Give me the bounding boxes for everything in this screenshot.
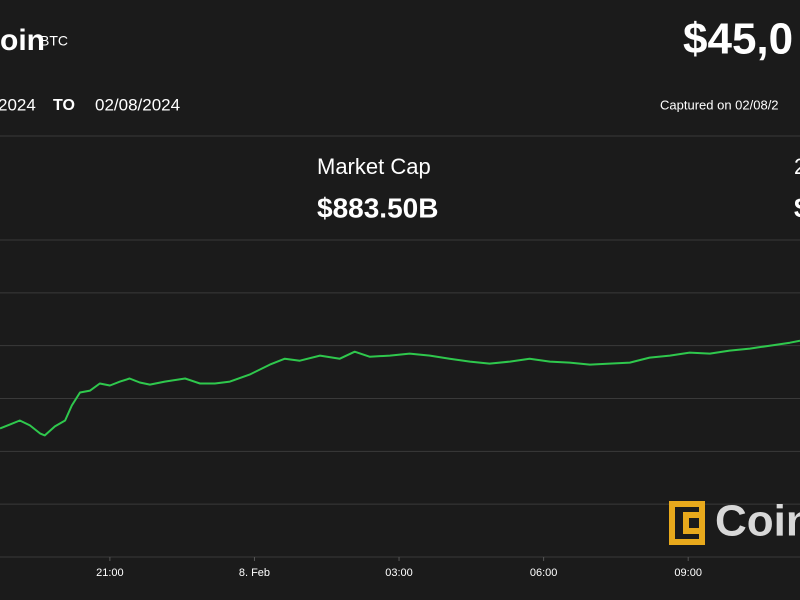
coin-name: oin	[0, 24, 45, 57]
x-tick-label: 8. Feb	[239, 567, 270, 579]
x-tick-label: 06:00	[530, 567, 558, 579]
watermark-text: Coin	[715, 497, 800, 546]
to-label: TO	[53, 97, 75, 114]
stat-label: Market Cap	[317, 154, 431, 179]
x-tick-label: 03:00	[385, 567, 413, 579]
stat-value-right: $	[794, 192, 800, 223]
captured-note: Captured on 02/08/2	[660, 97, 779, 112]
x-tick-label: 21:00	[96, 567, 124, 579]
price-line	[0, 339, 800, 437]
stat-value: $883.50B	[317, 192, 438, 223]
logo-icon	[669, 501, 705, 545]
watermark-logo	[669, 501, 705, 545]
date-from: 2024	[0, 95, 36, 114]
coin-symbol: BTC	[40, 33, 68, 49]
stat-label-right: 2	[794, 154, 800, 179]
grid-layer	[0, 239, 800, 558]
x-tick-label: 09:00	[674, 567, 702, 579]
price: $45,0	[683, 15, 793, 64]
date-to: 02/08/2024	[95, 95, 180, 114]
